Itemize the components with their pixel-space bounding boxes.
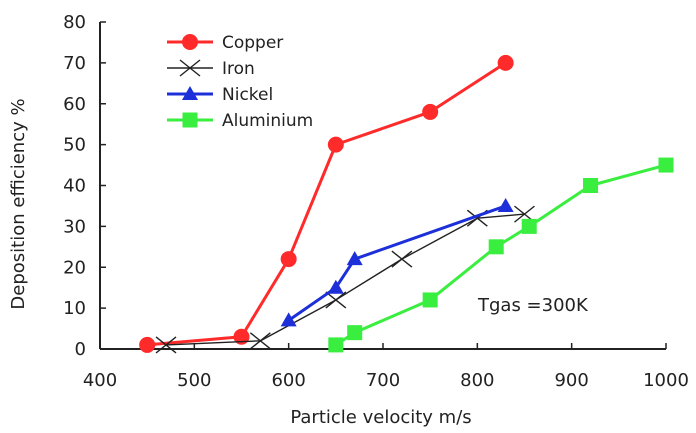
y-tick-label: 70: [63, 53, 86, 74]
legend-label-aluminium: Aluminium: [222, 111, 313, 131]
legend-item-copper: Copper: [167, 33, 283, 53]
data-point-aluminium: [488, 239, 504, 255]
series-line-nickel: [287, 204, 507, 322]
legend-label-iron: Iron: [222, 59, 255, 79]
y-tick-label: 80: [63, 12, 86, 33]
data-point-iron: [155, 336, 177, 354]
data-point-aluminium: [583, 178, 599, 193]
y-tick-label: 40: [63, 176, 86, 197]
data-point-nickel: [497, 197, 514, 212]
data-point-iron: [325, 291, 347, 309]
legend-label-nickel: Nickel: [222, 85, 273, 105]
y-tick-label: 60: [63, 94, 86, 115]
legend-item-aluminium: Aluminium: [167, 111, 313, 131]
y-tick-label: 50: [63, 135, 86, 156]
series-aluminium: [328, 157, 674, 353]
x-axis-label: Particle velocity m/s: [290, 407, 471, 428]
legend-marker-copper: [182, 34, 198, 50]
data-point-copper: [422, 103, 439, 120]
data-point-copper: [233, 328, 250, 345]
data-point-aluminium: [658, 157, 674, 173]
series-layer: [139, 54, 674, 354]
data-point-copper: [280, 251, 297, 268]
data-point-aluminium: [422, 292, 438, 308]
data-point-copper: [139, 336, 156, 353]
gas-temperature-annotation: Tgas =300K: [477, 295, 589, 316]
data-point-aluminium: [328, 337, 344, 353]
legend-item-nickel: Nickel: [167, 85, 273, 105]
data-point-nickel: [280, 312, 297, 327]
series-line-copper: [147, 61, 507, 347]
data-point-aluminium: [347, 325, 363, 341]
series-line-iron: [166, 213, 525, 346]
series-copper: [139, 54, 514, 353]
data-point-copper: [327, 136, 344, 153]
data-point-iron: [249, 332, 271, 350]
legend-label-copper: Copper: [222, 33, 283, 53]
series-iron: [155, 205, 535, 354]
series-nickel: [280, 197, 514, 327]
legend-item-iron: Iron: [167, 59, 255, 79]
x-tick-label: 1000: [643, 370, 689, 391]
data-point-nickel: [327, 279, 344, 294]
legend-marker-nickel: [182, 86, 198, 100]
legend-marker-aluminium: [182, 112, 198, 128]
y-tick-label: 0: [75, 339, 86, 360]
legend-marker-iron: [179, 59, 201, 77]
data-point-copper: [497, 54, 514, 71]
ticks: 0 10 20 30 40 50 60 70 80 400 500 600 700 800 900 1000: [63, 12, 689, 391]
y-tick-label: 20: [63, 257, 86, 278]
y-axis-label: Deposition efficiency %: [8, 98, 29, 309]
data-point-nickel: [346, 251, 363, 266]
data-point-aluminium: [521, 218, 537, 234]
y-tick-label: 30: [63, 216, 86, 237]
x-tick-label: 500: [177, 370, 211, 391]
legend: Copper Iron Nickel Aluminium: [167, 33, 313, 131]
x-tick-label: 400: [83, 370, 117, 391]
x-tick-label: 600: [271, 370, 305, 391]
data-point-iron: [391, 250, 413, 268]
x-tick-label: 900: [554, 370, 588, 391]
series-line-aluminium: [335, 163, 667, 347]
x-tick-label: 800: [460, 370, 494, 391]
y-tick-label: 10: [63, 298, 86, 319]
x-tick-label: 700: [366, 370, 400, 391]
